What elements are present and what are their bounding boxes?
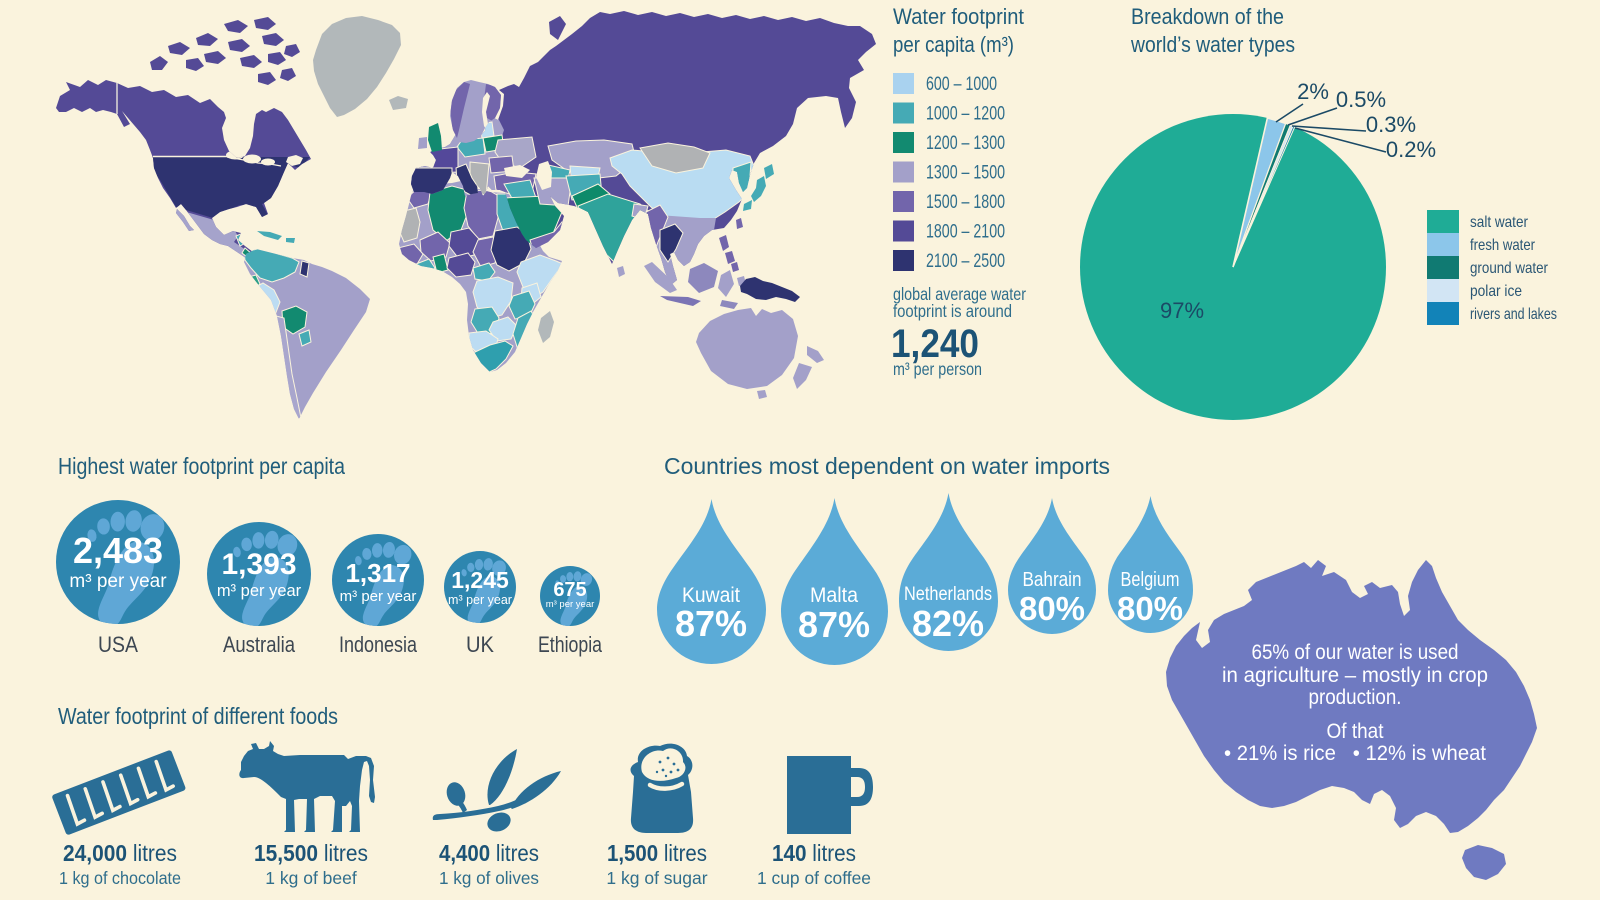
svg-text:1500 – 1800: 1500 – 1800 xyxy=(926,192,1005,213)
svg-text:in agriculture – mostly in cro: in agriculture – mostly in crop xyxy=(1222,664,1488,687)
svg-text:USA: USA xyxy=(98,632,138,657)
svg-text:Kuwait: Kuwait xyxy=(682,583,740,607)
svg-text:1,240: 1,240 xyxy=(891,322,979,366)
svg-text:m³ per person: m³ per person xyxy=(893,359,982,379)
svg-text:1000 – 1200: 1000 – 1200 xyxy=(926,104,1005,125)
svg-text:rivers and lakes: rivers and lakes xyxy=(1470,306,1557,323)
svg-text:Australia: Australia xyxy=(223,632,296,657)
svg-text:24,000 litres: 24,000 litres xyxy=(63,840,177,866)
svg-text:87%: 87% xyxy=(798,604,870,645)
svg-text:1200 – 1300: 1200 – 1300 xyxy=(926,133,1005,154)
svg-text:65% of our water is used: 65% of our water is used xyxy=(1252,641,1459,664)
svg-text:• 21% is rice • 12% is wheat: • 21% is rice • 12% is wheat xyxy=(1224,742,1486,765)
svg-text:m³ per year: m³ per year xyxy=(448,593,512,607)
svg-text:Of that: Of that xyxy=(1327,720,1384,743)
svg-text:Indonesia: Indonesia xyxy=(339,632,418,657)
svg-text:fresh water: fresh water xyxy=(1470,237,1536,254)
svg-text:82%: 82% xyxy=(912,603,984,644)
svg-text:per capita (m³): per capita (m³) xyxy=(893,32,1014,57)
svg-text:2100 – 2500: 2100 – 2500 xyxy=(926,251,1005,272)
svg-text:UK: UK xyxy=(466,632,494,657)
svg-text:Netherlands: Netherlands xyxy=(904,583,992,605)
svg-text:600 – 1000: 600 – 1000 xyxy=(926,74,997,95)
svg-text:salt water: salt water xyxy=(1470,214,1529,231)
svg-text:Water footprint: Water footprint xyxy=(893,4,1024,29)
svg-text:polar ice: polar ice xyxy=(1470,283,1522,300)
svg-text:Malta: Malta xyxy=(810,583,858,607)
svg-text:footprint is around: footprint is around xyxy=(893,301,1012,321)
svg-text:production.: production. xyxy=(1309,686,1402,709)
svg-text:0.5%: 0.5% xyxy=(1336,87,1386,112)
svg-text:Bahrain: Bahrain xyxy=(1023,568,1082,591)
svg-text:m³ per year: m³ per year xyxy=(340,588,417,605)
svg-text:Water footprint of different f: Water footprint of different foods xyxy=(58,703,338,729)
svg-text:0.3%: 0.3% xyxy=(1366,112,1416,137)
svg-text:Countries most dependent on wa: Countries most dependent on water import… xyxy=(664,453,1110,479)
svg-text:ground water: ground water xyxy=(1470,260,1549,277)
svg-text:1,245: 1,245 xyxy=(451,567,509,593)
svg-text:87%: 87% xyxy=(675,603,747,644)
svg-text:global average water: global average water xyxy=(893,284,1026,304)
svg-text:1 kg of chocolate: 1 kg of chocolate xyxy=(59,868,181,888)
svg-text:1 kg of beef: 1 kg of beef xyxy=(265,868,357,888)
svg-text:Ethiopia: Ethiopia xyxy=(538,632,603,657)
svg-text:m³ per year: m³ per year xyxy=(546,599,595,610)
svg-text:1,393: 1,393 xyxy=(221,548,296,581)
svg-text:1 cup of coffee: 1 cup of coffee xyxy=(757,868,871,888)
svg-text:world’s water types: world’s water types xyxy=(1130,32,1295,57)
svg-text:80%: 80% xyxy=(1019,590,1085,627)
svg-text:80%: 80% xyxy=(1117,590,1183,627)
svg-text:675: 675 xyxy=(553,579,586,601)
svg-text:97%: 97% xyxy=(1160,298,1204,323)
svg-text:Breakdown of the: Breakdown of the xyxy=(1131,4,1284,29)
svg-text:1,317: 1,317 xyxy=(345,558,410,588)
svg-text:Belgium: Belgium xyxy=(1121,568,1180,591)
svg-text:m³ per year: m³ per year xyxy=(69,571,167,592)
svg-text:1800 – 2100: 1800 – 2100 xyxy=(926,222,1005,243)
svg-text:1 kg of sugar: 1 kg of sugar xyxy=(606,868,707,888)
svg-text:4,400 litres: 4,400 litres xyxy=(439,840,539,866)
svg-text:1300 – 1500: 1300 – 1500 xyxy=(926,163,1005,184)
svg-text:0.2%: 0.2% xyxy=(1386,137,1436,162)
svg-text:15,500 litres: 15,500 litres xyxy=(254,840,368,866)
svg-text:1,500 litres: 1,500 litres xyxy=(607,840,707,866)
svg-text:2,483: 2,483 xyxy=(73,530,163,571)
svg-text:140 litres: 140 litres xyxy=(772,840,856,866)
svg-text:Highest water footprint per ca: Highest water footprint per capita xyxy=(58,453,345,479)
svg-text:2%: 2% xyxy=(1297,79,1329,104)
svg-text:m³ per year: m³ per year xyxy=(217,582,302,600)
svg-text:1 kg of olives: 1 kg of olives xyxy=(439,868,539,888)
